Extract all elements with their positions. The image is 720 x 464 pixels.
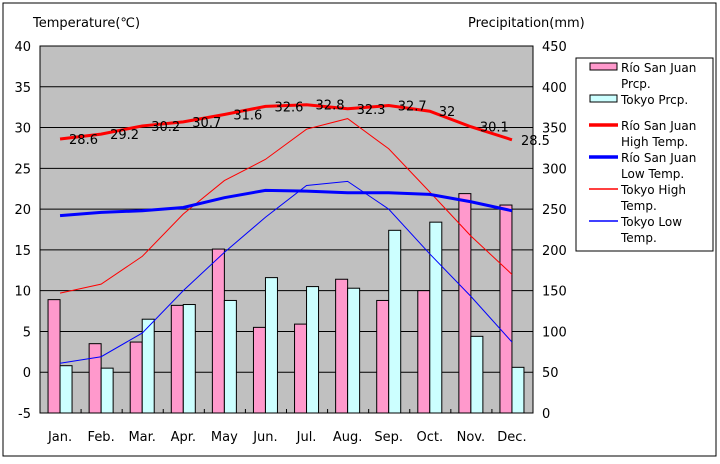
x-tick-label: Mar. bbox=[128, 430, 155, 445]
x-tick-label: Sep. bbox=[374, 430, 403, 445]
right-tick-label: 300 bbox=[542, 162, 567, 177]
precip-bar bbox=[129, 341, 143, 414]
data-label: 28.5 bbox=[521, 134, 550, 149]
temp-line bbox=[59, 188, 513, 218]
x-tick-label: Nov. bbox=[457, 430, 486, 445]
x-tick-label: Oct. bbox=[416, 430, 443, 445]
left-tick-label: 5 bbox=[23, 325, 31, 340]
legend-label: Low Temp. bbox=[621, 167, 684, 181]
left-tick-label: 0 bbox=[23, 366, 31, 381]
precip-bar bbox=[47, 299, 61, 414]
precip-bar bbox=[182, 304, 196, 414]
legend-label: Río San Juan bbox=[621, 61, 696, 75]
precip-bar bbox=[211, 248, 225, 414]
legend-label: Temp. bbox=[620, 231, 657, 245]
precip-bar bbox=[294, 323, 308, 414]
data-label: 30.7 bbox=[192, 116, 221, 131]
data-label: 30.1 bbox=[480, 121, 509, 136]
right-tick-label: 350 bbox=[542, 122, 567, 137]
precip-bar bbox=[252, 326, 266, 414]
data-label: 28.6 bbox=[69, 133, 98, 148]
precip-bar bbox=[264, 277, 278, 414]
legend-box bbox=[575, 57, 714, 252]
data-label: 31.6 bbox=[233, 109, 262, 124]
left-axis-title: Temperature(℃) bbox=[32, 16, 140, 31]
legend-swatch bbox=[589, 62, 618, 71]
precip-bar bbox=[388, 229, 402, 414]
precip-bar bbox=[59, 365, 73, 414]
data-label: 32 bbox=[439, 105, 456, 120]
x-tick-label: May bbox=[211, 430, 238, 445]
x-tick-label: Jun. bbox=[252, 430, 277, 445]
right-tick-label: 100 bbox=[542, 325, 567, 340]
right-tick-label: 250 bbox=[542, 203, 567, 218]
precip-bar bbox=[100, 367, 114, 414]
data-label: 32.6 bbox=[274, 100, 303, 115]
precip-bar bbox=[376, 299, 390, 414]
left-tick-label: 15 bbox=[14, 244, 31, 259]
temp-line bbox=[59, 103, 513, 142]
precip-bar bbox=[347, 287, 361, 414]
legend-label: Río San Juan bbox=[621, 151, 696, 165]
data-label: 30.2 bbox=[151, 120, 180, 135]
right-tick-label: 200 bbox=[542, 244, 567, 259]
data-label: 32.8 bbox=[316, 99, 345, 114]
right-tick-label: 450 bbox=[542, 40, 567, 55]
left-tick-label: 35 bbox=[14, 81, 31, 96]
data-label: 32.7 bbox=[398, 100, 427, 115]
x-tick-label: Jul. bbox=[296, 430, 317, 445]
x-tick-label: Feb. bbox=[88, 430, 115, 445]
precip-bar bbox=[335, 278, 349, 414]
right-tick-label: 0 bbox=[542, 407, 550, 422]
x-tick-label: Aug. bbox=[333, 430, 363, 445]
right-tick-label: 150 bbox=[542, 285, 567, 300]
legend-label: Prcp. bbox=[621, 77, 651, 91]
left-tick-label: 10 bbox=[14, 285, 31, 300]
legend-label: High Temp. bbox=[621, 135, 688, 149]
left-tick-label: 25 bbox=[14, 162, 31, 177]
precip-bar bbox=[306, 286, 320, 414]
precip-bar bbox=[417, 290, 431, 414]
precip-bar bbox=[499, 204, 513, 414]
precip-bar bbox=[470, 335, 484, 414]
right-tick-label: 50 bbox=[542, 366, 559, 381]
x-tick-label: Jan. bbox=[47, 430, 72, 445]
right-axis-title: Precipitation(mm) bbox=[468, 16, 585, 31]
temp-line bbox=[59, 118, 513, 294]
legend-label: Río San Juan bbox=[621, 119, 696, 133]
legend-swatch bbox=[589, 94, 618, 103]
precip-bar bbox=[141, 318, 155, 414]
x-tick-label: Apr. bbox=[171, 430, 196, 445]
left-tick-label: 20 bbox=[14, 203, 31, 218]
data-label: 29.2 bbox=[110, 128, 139, 143]
temp-line bbox=[59, 180, 513, 364]
precip-bar bbox=[458, 193, 472, 414]
right-tick-label: 400 bbox=[542, 81, 567, 96]
x-tick-label: Dec. bbox=[497, 430, 526, 445]
legend-label: Tokyo High bbox=[620, 183, 686, 197]
legend-label: Tokyo Prcp. bbox=[620, 93, 688, 107]
left-tick-label: 30 bbox=[14, 122, 31, 137]
precip-bar bbox=[429, 221, 443, 414]
left-tick-label: 40 bbox=[14, 40, 31, 55]
legend-label: Temp. bbox=[620, 199, 657, 213]
precip-bar bbox=[511, 366, 525, 414]
left-tick-label: -5 bbox=[18, 407, 31, 422]
data-label: 32.3 bbox=[357, 103, 386, 118]
precip-bar bbox=[170, 304, 184, 414]
precip-bar bbox=[88, 343, 102, 414]
precip-bar bbox=[223, 299, 237, 414]
plot-area bbox=[39, 45, 534, 414]
legend-label: Tokyo Low bbox=[620, 215, 682, 229]
